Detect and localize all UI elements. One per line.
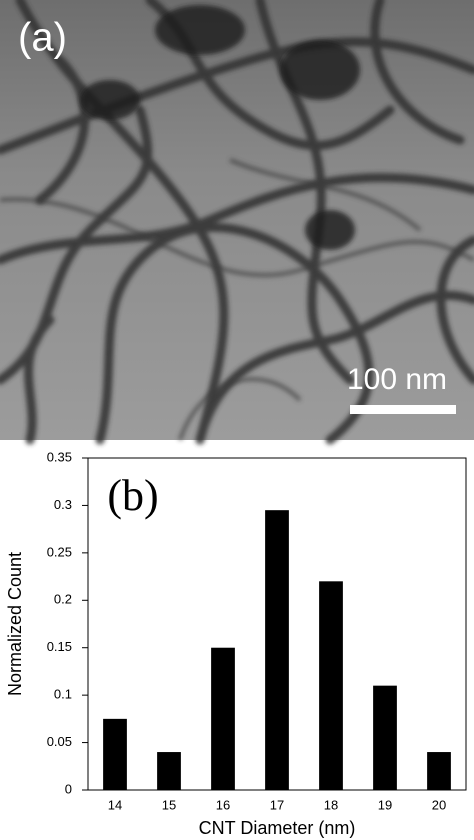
y-tick-label: 0.2 <box>54 592 72 607</box>
bar <box>319 581 343 790</box>
bar <box>157 752 181 790</box>
y-tick-label: 0.35 <box>47 449 72 464</box>
x-axis-label: CNT Diameter (nm) <box>199 818 356 838</box>
scale-bar <box>350 405 456 414</box>
bar <box>373 685 397 790</box>
x-tick-label: 16 <box>216 797 230 812</box>
y-tick-label: 0.25 <box>47 544 72 559</box>
chart: (b) CNT Diameter (nm) Normalized Count 0… <box>5 449 467 838</box>
tem-image: (a) 100 nm <box>0 0 474 445</box>
scale-bar-label: 100 nm <box>347 363 447 396</box>
bar <box>211 647 235 790</box>
y-tick-label: 0.1 <box>54 687 72 702</box>
x-tick-label: 17 <box>270 797 284 812</box>
bar <box>103 718 127 790</box>
panel-label: (b) <box>107 471 158 520</box>
x-tick-label: 14 <box>108 797 122 812</box>
x-tick-label: 19 <box>378 797 392 812</box>
bar <box>265 510 289 790</box>
bar <box>427 752 451 790</box>
x-tick-label: 15 <box>162 797 176 812</box>
y-axis-label: Normalized Count <box>5 552 25 696</box>
y-tick-label: 0 <box>65 781 72 796</box>
y-tick-label: 0.05 <box>47 734 72 749</box>
panel-label: (a) <box>18 16 67 60</box>
y-tick-label: 0.15 <box>47 639 72 654</box>
y-tick-label: 0.3 <box>54 497 72 512</box>
x-tick-label: 20 <box>432 797 446 812</box>
x-tick-label: 18 <box>324 797 338 812</box>
